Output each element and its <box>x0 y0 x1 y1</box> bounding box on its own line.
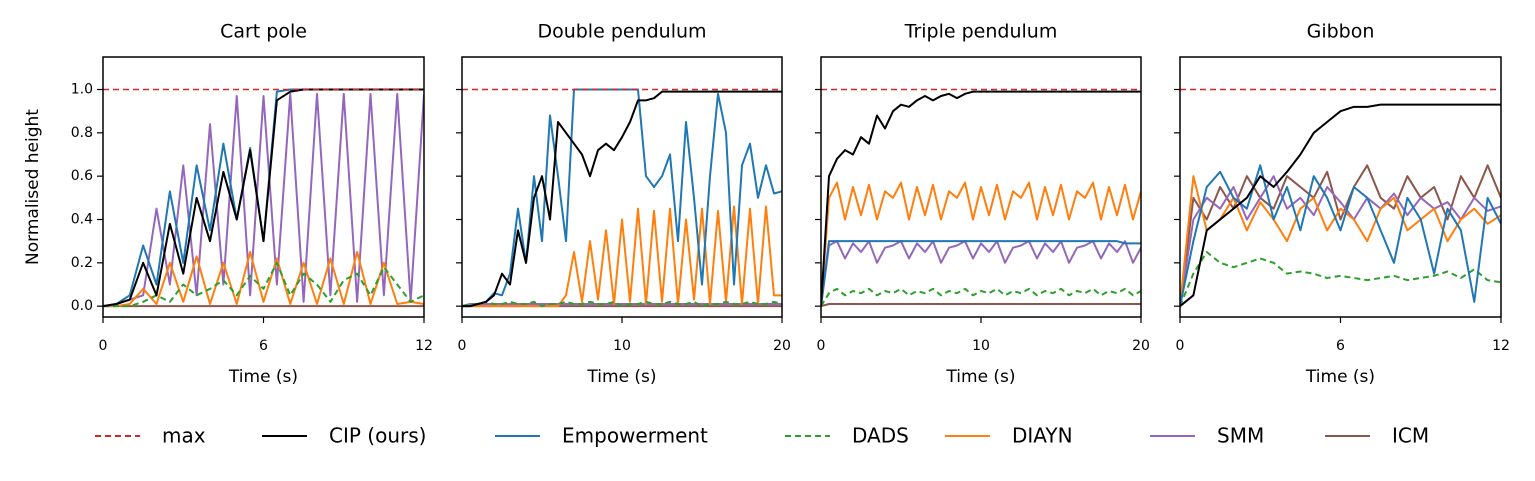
y-axis-label: Normalised height <box>23 109 43 265</box>
x-tick-label: 0 <box>458 338 467 354</box>
series-line <box>1180 164 1501 307</box>
y-tick-label: 0.0 <box>71 298 93 314</box>
chart-title: Triple pendulum <box>904 21 1058 43</box>
plot-area <box>103 88 424 308</box>
y-tick-label: 0.2 <box>71 255 93 271</box>
series-line <box>462 300 782 308</box>
plot-area <box>821 88 1141 308</box>
series-line <box>1180 251 1501 307</box>
x-tick-label: 0 <box>817 338 826 354</box>
chart-title: Cart pole <box>220 21 307 43</box>
series-line <box>462 90 782 308</box>
y-tick-label: 0.4 <box>71 212 93 228</box>
series-line <box>821 181 1141 307</box>
legend-label: ICM <box>1392 424 1429 448</box>
legend-label: max <box>162 424 206 448</box>
x-axis-label: Time (s) <box>945 367 1015 387</box>
series-line <box>462 205 782 308</box>
x-tick-label: 10 <box>613 338 631 354</box>
series-line <box>103 88 424 308</box>
series-line <box>1180 175 1501 307</box>
x-tick-label: 0 <box>1176 338 1185 354</box>
series-line <box>103 92 424 308</box>
plot-area <box>462 88 782 308</box>
plot-area <box>1180 88 1501 307</box>
legend-label: DIAYN <box>1012 424 1073 448</box>
series-line <box>821 303 1141 308</box>
x-axis-label: Time (s) <box>228 367 298 387</box>
series-line <box>103 251 424 308</box>
series-line <box>821 240 1141 307</box>
chart-title: Gibbon <box>1307 21 1375 43</box>
x-tick-label: 10 <box>972 338 990 354</box>
x-tick-label: 6 <box>259 338 268 354</box>
x-tick-label: 20 <box>773 338 791 354</box>
legend-label: Empowerment <box>562 424 708 448</box>
chart-title: Double pendulum <box>537 21 706 43</box>
x-axis-label: Time (s) <box>586 367 656 387</box>
x-tick-label: 0 <box>99 338 108 354</box>
y-tick-label: 0.6 <box>71 168 93 184</box>
series-line <box>1180 103 1501 307</box>
series-line <box>462 88 782 308</box>
legend-label: DADS <box>852 424 909 448</box>
y-tick-label: 0.8 <box>71 125 93 141</box>
series-line <box>821 240 1141 307</box>
series-line <box>821 287 1141 307</box>
y-tick-label: 1.0 <box>71 82 93 98</box>
x-tick-label: 12 <box>415 338 433 354</box>
series-line <box>821 90 1141 307</box>
legend-label: CIP (ours) <box>329 424 426 448</box>
x-tick-label: 20 <box>1132 338 1150 354</box>
x-tick-label: 12 <box>1492 338 1510 354</box>
series-line <box>103 88 424 308</box>
legend: max CIP (ours) Empowerment DADS DIAYN SMM ICM <box>95 424 1429 448</box>
legend-label: SMM <box>1217 424 1264 448</box>
x-tick-label: 6 <box>1336 338 1345 354</box>
x-axis-label: Time (s) <box>1305 367 1375 387</box>
